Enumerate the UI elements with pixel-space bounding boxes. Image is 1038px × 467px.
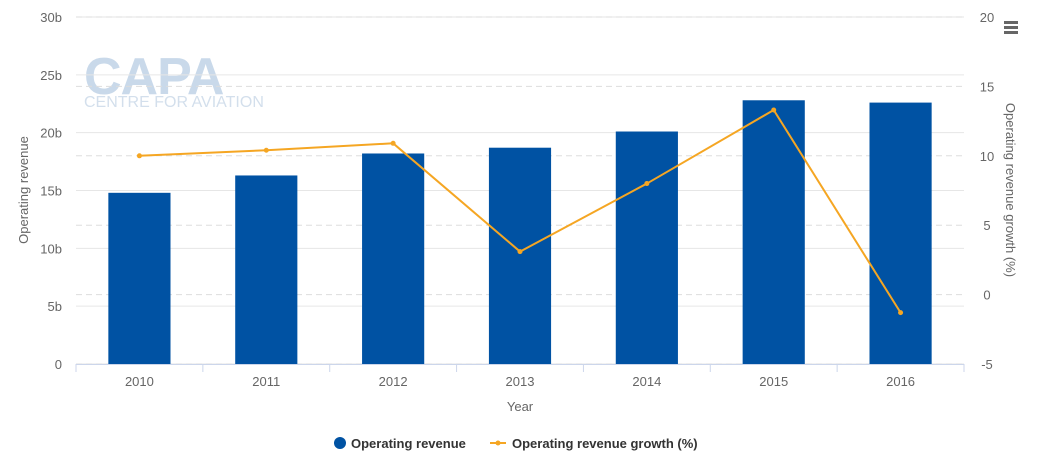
x-tick-label: 2015 [759,374,788,389]
legend-item-operating-revenue-growth[interactable]: Operating revenue growth (%) [490,436,698,451]
x-tick-label: 2010 [125,374,154,389]
bar-2012 [362,153,425,364]
legend-label-operating-revenue-growth: Operating revenue growth (%) [512,436,698,451]
growth-point-2015 [771,107,777,113]
legend-swatch-circle [334,437,346,449]
right-axis-ticks: -5 0 5 10 15 20 [980,10,994,372]
y2-tick-label: 10 [980,149,994,164]
x-axis-ticks: 2010 2011 2012 2013 2014 2015 2016 [75,364,965,389]
bar-2014 [615,131,678,364]
growth-point-2010 [136,153,142,159]
y-tick-label: 25b [40,68,62,83]
growth-point-2011 [263,147,269,153]
x-tick-label: 2013 [506,374,535,389]
chart-menu-button[interactable] [998,14,1024,40]
y-tick-label: 20b [40,126,62,141]
y2-axis-title: Operating revenue growth (%) [1003,103,1018,277]
y2-tick-label: -5 [981,357,993,372]
y-tick-label: 15b [40,184,62,199]
left-axis-ticks: 0 5b 10b 15b 20b 25b 30b [40,10,62,372]
bar-series [108,100,932,365]
y2-tick-label: 0 [983,288,990,303]
watermark-main-text: CAPA [84,48,224,106]
y-tick-label: 5b [48,299,62,314]
legend-item-operating-revenue[interactable]: Operating revenue [334,436,466,451]
growth-point-2016 [898,310,904,316]
y-tick-label: 0 [55,357,62,372]
growth-point-2012 [390,140,396,146]
line-series [136,107,904,316]
menu-bar-2 [1004,26,1018,29]
bar-2015 [742,100,805,364]
x-tick-label: 2012 [379,374,408,389]
menu-bar-3 [1004,31,1018,34]
x-tick-label: 2014 [632,374,661,389]
watermark-sub-text: CENTRE FOR AVIATION [84,94,264,111]
legend: Operating revenue Operating revenue grow… [334,436,698,451]
bar-2013 [488,147,552,364]
x-axis-title: Year [507,399,534,414]
y-axis-title: Operating revenue [16,136,31,244]
x-tick-label: 2011 [252,374,280,389]
y-tick-label: 10b [40,241,62,256]
y2-tick-label: 5 [983,218,990,233]
y2-tick-label: 20 [980,10,994,25]
bar-2016 [869,102,932,365]
capa-watermark-logo: CAPA CENTRE FOR AVIATION [84,48,264,111]
legend-label-operating-revenue: Operating revenue [351,436,466,451]
y2-tick-label: 15 [980,79,994,94]
y-tick-label: 30b [40,10,62,25]
menu-bar-1 [1004,21,1018,24]
bar-2011 [235,175,298,364]
growth-point-2014 [644,181,650,187]
bar-2010 [108,192,171,364]
legend-swatch-dot [495,440,501,446]
x-tick-label: 2016 [886,374,915,389]
growth-point-2013 [517,249,523,255]
